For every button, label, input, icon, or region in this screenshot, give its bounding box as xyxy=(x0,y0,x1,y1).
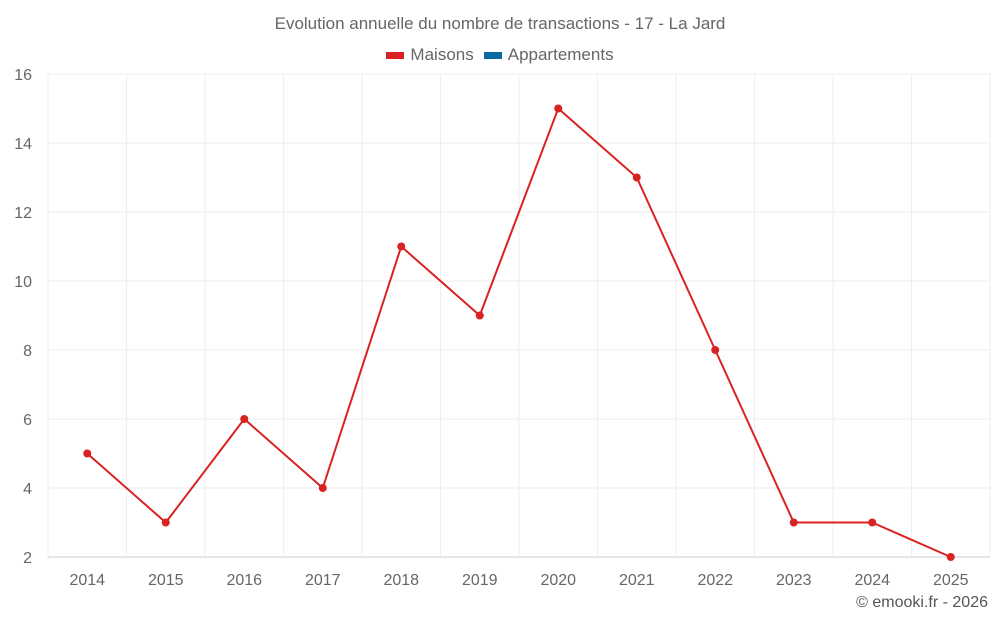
data-point xyxy=(240,415,249,423)
legend-label-maisons: Maisons xyxy=(410,45,474,64)
data-point xyxy=(632,173,641,182)
y-tick-label: 16 xyxy=(14,67,32,84)
data-point xyxy=(318,484,327,492)
y-tick-label: 4 xyxy=(23,481,32,498)
chart-title: Evolution annuelle du nombre de transact… xyxy=(274,14,726,33)
data-point xyxy=(83,449,92,458)
data-point xyxy=(868,518,877,527)
data-point xyxy=(711,346,720,354)
y-tick-label: 2 xyxy=(23,550,32,567)
x-tick-label: 2020 xyxy=(540,572,576,589)
x-tick-label: 2021 xyxy=(619,572,655,589)
x-tick-label: 2024 xyxy=(854,572,890,589)
x-tick-label: 2022 xyxy=(697,572,733,589)
x-tick-label: 2018 xyxy=(383,572,419,589)
legend-swatch-maisons xyxy=(386,51,405,59)
data-point xyxy=(397,242,406,251)
data-point xyxy=(161,518,170,527)
data-point xyxy=(475,311,484,320)
x-tick-label: 2017 xyxy=(305,572,341,589)
x-tick-label: 2015 xyxy=(148,572,184,589)
legend-item-appartements[interactable]: Appartements xyxy=(483,45,614,65)
x-tick-label: 2019 xyxy=(462,572,498,589)
x-tick-label: 2023 xyxy=(776,572,812,589)
y-tick-label: 12 xyxy=(14,205,32,222)
data-point xyxy=(554,104,563,113)
series-line-maisons xyxy=(86,106,952,558)
y-tick-label: 6 xyxy=(23,412,32,429)
x-tick-label: 2014 xyxy=(69,572,105,589)
x-tick-label: 2025 xyxy=(933,572,969,589)
legend-label-appartements: Appartements xyxy=(507,45,614,64)
data-point xyxy=(789,518,798,527)
y-tick-label: 14 xyxy=(14,136,32,153)
credit: © emooki.fr - 2026 xyxy=(856,594,988,611)
legend-swatch-appartements xyxy=(483,51,502,59)
y-tick-label: 8 xyxy=(23,343,32,360)
x-tick-label: 2016 xyxy=(226,572,262,589)
data-point xyxy=(946,553,955,561)
y-tick-label: 10 xyxy=(14,274,32,291)
legend: Maisons Appartements xyxy=(0,45,1000,65)
legend-item-maisons[interactable]: Maisons xyxy=(386,45,474,65)
